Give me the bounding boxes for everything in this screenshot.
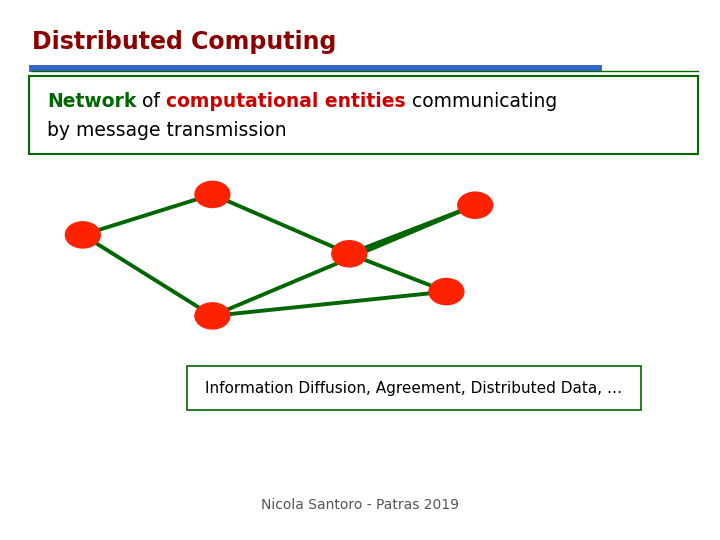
Text: of: of — [136, 92, 166, 111]
Text: Network: Network — [47, 92, 136, 111]
Ellipse shape — [429, 279, 464, 305]
Ellipse shape — [195, 303, 230, 329]
Ellipse shape — [458, 192, 492, 218]
Text: Nicola Santoro - Patras 2019: Nicola Santoro - Patras 2019 — [261, 498, 459, 512]
Ellipse shape — [332, 241, 366, 267]
FancyBboxPatch shape — [187, 366, 641, 410]
Text: computational entities: computational entities — [166, 92, 405, 111]
Ellipse shape — [195, 181, 230, 207]
Text: Information Diffusion, Agreement, Distributed Data, …: Information Diffusion, Agreement, Distri… — [205, 381, 623, 396]
Text: Distributed Computing: Distributed Computing — [32, 30, 337, 53]
FancyBboxPatch shape — [29, 76, 698, 154]
Text: by message transmission: by message transmission — [47, 122, 287, 140]
Ellipse shape — [66, 222, 100, 248]
Text: communicating: communicating — [405, 92, 557, 111]
